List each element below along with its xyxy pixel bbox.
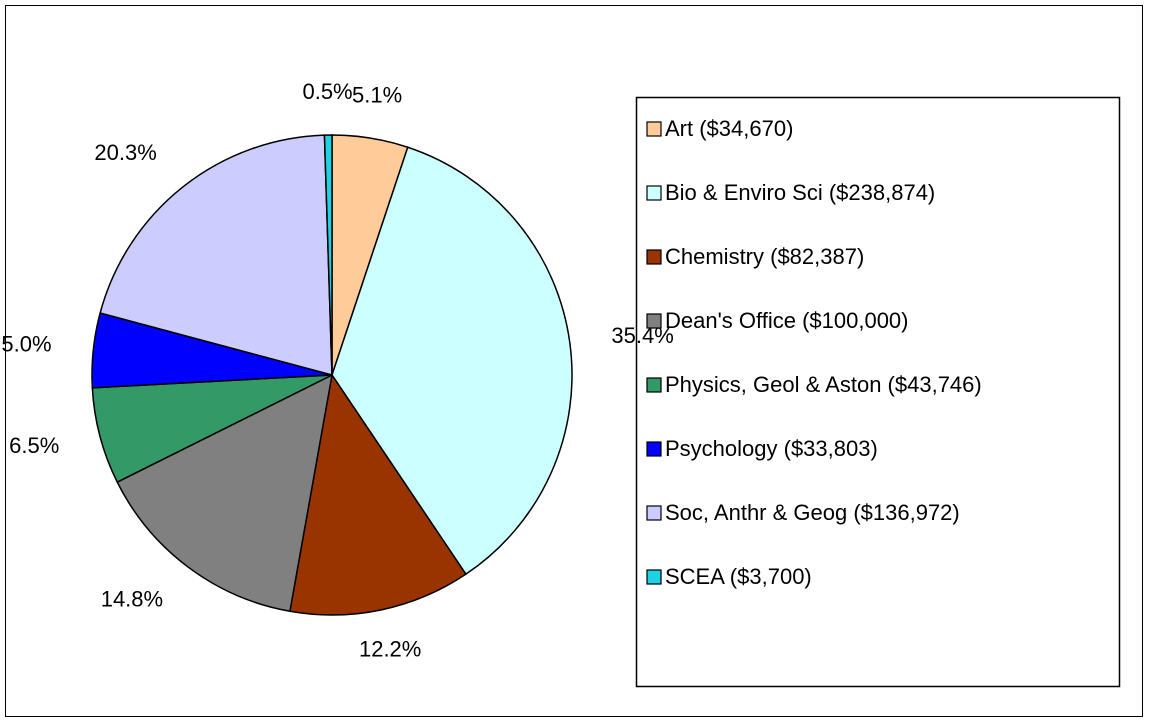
legend-swatch	[646, 185, 662, 201]
legend-swatch	[646, 441, 662, 457]
data-label: 20.3%	[94, 140, 156, 165]
pie-slice	[99, 134, 333, 376]
legend-label: Art ($34,670)	[665, 116, 793, 141]
data-label: 6.5%	[9, 433, 59, 458]
legend-label: Physics, Geol & Aston ($43,746)	[665, 372, 982, 397]
legend-label: Soc, Anthr & Geog ($136,972)	[665, 500, 960, 525]
data-label: 0.5%	[302, 79, 352, 104]
pie-slice	[116, 373, 333, 613]
data-label: 12.2%	[359, 637, 421, 662]
legend-swatch	[646, 505, 662, 521]
data-label: 14.8%	[101, 587, 163, 612]
pie-slice	[331, 146, 573, 576]
legend-swatch	[646, 121, 662, 137]
legend-swatch	[646, 569, 662, 585]
legend-label: Chemistry ($82,387)	[665, 244, 864, 269]
legend-label: SCEA ($3,700)	[665, 564, 812, 589]
pie-slice	[323, 134, 333, 376]
data-label: 35.4%	[611, 323, 673, 348]
legend-swatch	[646, 313, 662, 329]
pie-slice	[289, 373, 467, 616]
legend-label: Psychology ($33,803)	[665, 436, 878, 461]
legend-label: Dean's Office ($100,000)	[665, 308, 909, 333]
legend-swatch	[646, 377, 662, 393]
data-label: 5.0%	[1, 332, 51, 357]
data-label: 5.1%	[352, 82, 402, 107]
legend-box	[635, 96, 1121, 688]
legend-label: Bio & Enviro Sci ($238,874)	[665, 180, 935, 205]
legend-swatch	[646, 249, 662, 265]
